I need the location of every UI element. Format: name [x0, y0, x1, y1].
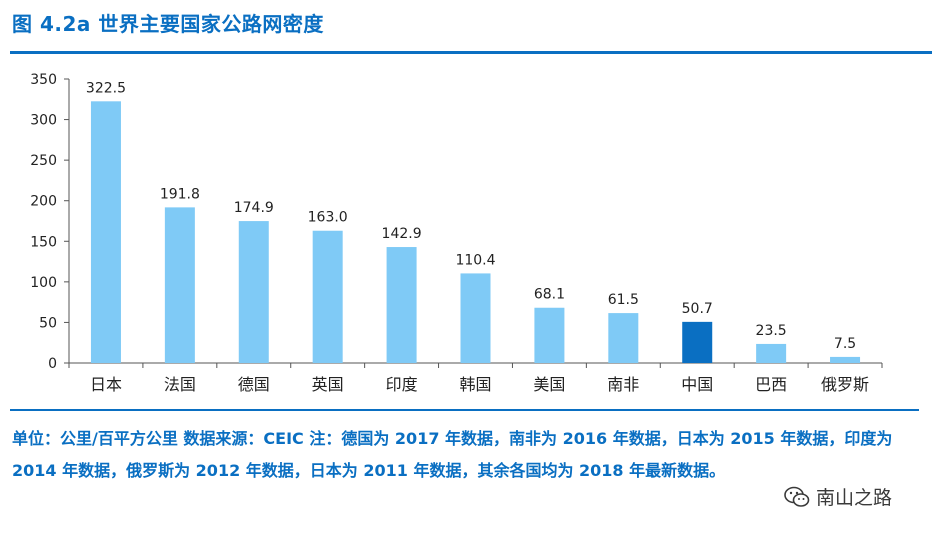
data-label: 163.0 — [308, 210, 348, 226]
category-label: 印度 — [386, 375, 418, 394]
data-label: 142.9 — [382, 226, 422, 242]
data-label: 322.5 — [86, 80, 126, 96]
category-label: 美国 — [533, 375, 565, 394]
category-label: 南非 — [607, 375, 639, 394]
bar — [386, 247, 417, 363]
category-label: 韩国 — [459, 375, 491, 394]
data-label: 61.5 — [608, 292, 639, 308]
wechat-icon — [784, 486, 810, 508]
category-label: 德国 — [238, 375, 270, 394]
watermark: 南山之路 — [784, 483, 892, 510]
y-tick-label: 250 — [30, 153, 57, 169]
y-tick-label: 300 — [30, 113, 57, 129]
bar — [460, 273, 491, 363]
y-tick-label: 350 — [30, 72, 57, 88]
bar-chart: 0 50 100 150 200 250 300 350 322.5 日本 191.8 法国 174.9… — [10, 68, 885, 408]
category-label: 英国 — [312, 375, 344, 394]
category-label: 俄罗斯 — [821, 375, 869, 394]
bar — [90, 101, 121, 364]
category-label: 巴西 — [755, 375, 787, 394]
data-label: 110.4 — [455, 252, 495, 268]
bar — [830, 356, 861, 363]
y-tick-label: 150 — [30, 234, 57, 250]
category-label: 中国 — [681, 375, 713, 394]
y-tick-label: 100 — [30, 275, 57, 291]
data-label: 174.9 — [234, 200, 274, 216]
data-label: 68.1 — [534, 287, 565, 303]
top-divider — [10, 51, 932, 54]
y-tick-label: 50 — [39, 315, 57, 331]
y-tick-label: 200 — [30, 194, 57, 210]
data-label: 7.5 — [834, 336, 856, 352]
data-label: 50.7 — [682, 301, 713, 317]
footnote: 单位：公里/百平方公里 数据来源：CEIC 注：德国为 2017 年数据，南非为… — [12, 429, 893, 480]
bar — [682, 321, 713, 363]
watermark-text: 南山之路 — [816, 487, 893, 509]
chart-svg: 0 50 100 150 200 250 300 350 322.5 日本 191.8 法国 174.9… — [30, 72, 883, 394]
bar — [756, 343, 787, 363]
data-label: 23.5 — [756, 323, 787, 339]
bar — [164, 207, 195, 363]
bar — [534, 307, 565, 363]
y-tick-label: 0 — [48, 356, 57, 372]
bar — [608, 313, 639, 363]
category-label: 法国 — [164, 375, 196, 394]
data-label: 191.8 — [160, 186, 200, 202]
category-label: 日本 — [90, 375, 122, 394]
bar — [238, 221, 269, 363]
bar — [312, 230, 343, 363]
chart-title: 图 4.2a 世界主要国家公路网密度 — [12, 12, 324, 36]
bottom-divider — [10, 409, 919, 411]
